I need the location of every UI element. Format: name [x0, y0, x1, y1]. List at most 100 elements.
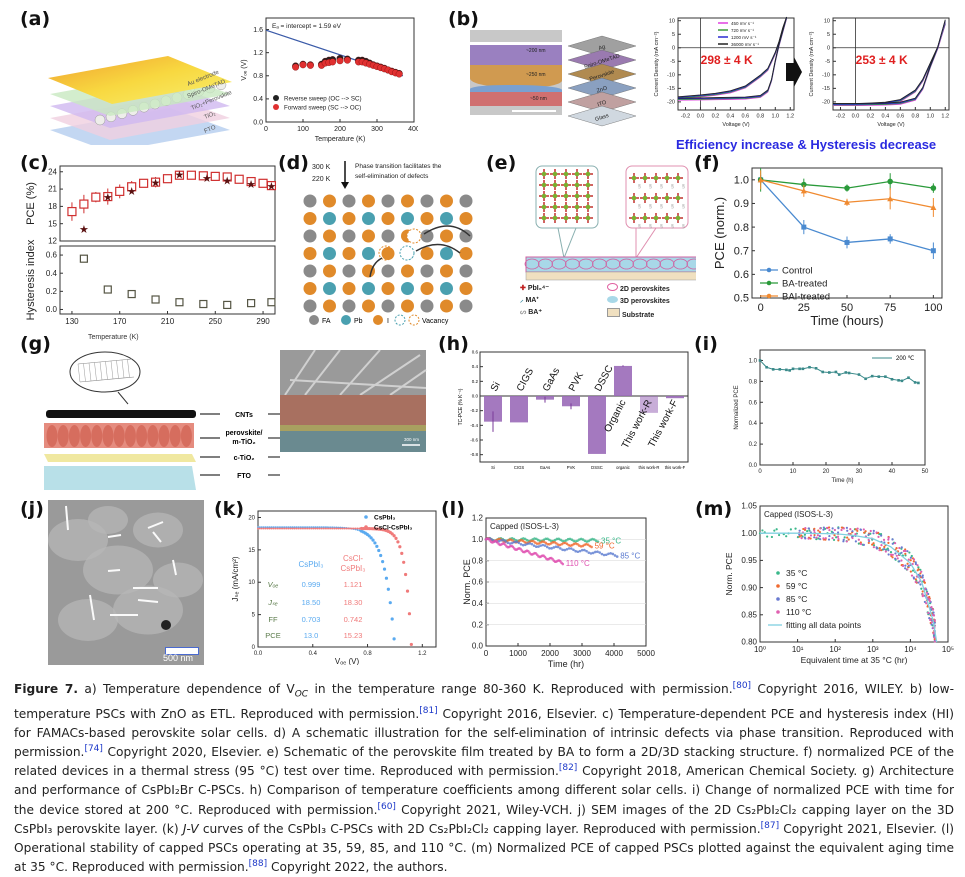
atom-i	[459, 282, 473, 295]
data-point	[223, 300, 232, 310]
data-point	[581, 538, 585, 541]
stack-layer	[567, 49, 637, 71]
y-tick-label: 5	[252, 613, 256, 619]
data-point	[827, 538, 831, 541]
table-cell: 0.703	[302, 615, 321, 624]
fto-layer	[44, 466, 196, 490]
citation-link[interactable]: [88]	[248, 859, 268, 870]
citation-link[interactable]: [82]	[558, 763, 578, 774]
data-point	[828, 528, 831, 532]
x-tick-label: 0.0	[254, 651, 263, 657]
series-label: 85 °C	[620, 551, 640, 560]
y-tick-label: 1.6	[253, 27, 263, 34]
data-point	[246, 176, 256, 187]
y-tick-label: 24	[48, 167, 57, 176]
legend-label: BA-treated	[782, 279, 827, 290]
grain	[578, 258, 594, 270]
legend-label: 450 mV s⁻¹	[731, 21, 754, 26]
data-point	[392, 637, 396, 641]
x-tick-label: 1.2	[786, 114, 794, 120]
layer-label-perovskite: perovskite/	[226, 430, 263, 437]
citation-link[interactable]: [74]	[84, 743, 103, 754]
bar	[562, 396, 580, 407]
plot-frame	[59, 245, 276, 315]
x-axis-label: Time (hours)	[810, 313, 883, 328]
atom-i	[381, 282, 395, 295]
data-point	[872, 529, 875, 532]
vacancy	[378, 245, 394, 261]
data-point	[583, 548, 586, 552]
migration-arrow	[423, 225, 471, 237]
data-point	[806, 529, 809, 533]
pbi6-octahedron	[642, 215, 648, 221]
x-tick-label: 0.8	[756, 114, 764, 120]
data-point	[920, 587, 923, 590]
data-point	[894, 552, 897, 555]
data-point	[932, 632, 935, 635]
migration-arrow	[369, 257, 383, 278]
data-point	[532, 544, 536, 547]
citation-link[interactable]: [60]	[377, 801, 396, 812]
data-point	[565, 542, 569, 546]
data-point	[186, 170, 196, 180]
atom-pb	[362, 212, 375, 225]
data-point	[846, 529, 849, 532]
x-tick-label: 10¹	[792, 645, 804, 654]
data-point	[773, 529, 776, 532]
plot-frame	[759, 505, 949, 643]
star-point: ★	[222, 175, 232, 187]
grain	[619, 258, 634, 270]
citation-link[interactable]: [80]	[732, 680, 752, 691]
data-point	[906, 550, 909, 553]
x-tick-label: 50	[922, 469, 929, 475]
pbi6-octahedron	[563, 193, 569, 199]
data-point	[833, 534, 836, 537]
y-tick-label: 0	[827, 46, 830, 52]
data-point	[600, 552, 604, 556]
grain	[632, 258, 648, 270]
vacancy-legend-icon	[408, 314, 420, 326]
cnt-layer	[46, 410, 196, 418]
data-point	[546, 537, 549, 541]
cnt-fiber	[289, 379, 427, 389]
data-point	[555, 537, 559, 541]
y-tick-label: 0.80	[741, 638, 757, 647]
data-point	[910, 554, 913, 558]
data-point	[895, 554, 898, 557]
legend-label: 85 °C	[786, 594, 807, 604]
cnt-fiber	[339, 350, 381, 396]
data-point	[266, 527, 269, 530]
svg-text:§: §	[682, 204, 685, 210]
data-point	[819, 538, 822, 541]
legend-marker	[273, 95, 279, 101]
x-tick-label: 0.8	[363, 651, 372, 657]
data-point	[409, 642, 413, 647]
data-point	[596, 550, 599, 553]
data-point	[887, 236, 893, 242]
data-point	[800, 187, 807, 194]
panel-a-device-schematic: Au electrode Spiro-OMeTAD TiO₂+Perovskit…	[48, 56, 233, 145]
data-point	[289, 527, 292, 530]
panel-label-j: (j)	[20, 498, 44, 520]
x-axis-label: Time (h)	[831, 478, 853, 484]
data-point	[596, 540, 600, 543]
citation-link[interactable]: [81]	[419, 705, 438, 716]
citation-link[interactable]: [87]	[760, 820, 780, 831]
perovskite-grain	[136, 425, 148, 447]
scale-bar-label: 500 nm	[163, 653, 194, 663]
grain	[686, 258, 696, 270]
y-axis-label: Norm. PCE	[462, 559, 472, 605]
temp-220k: 220 K	[312, 176, 331, 183]
data-point	[906, 562, 909, 565]
data-point	[388, 601, 392, 605]
data-point	[343, 527, 346, 530]
atom-fa	[420, 229, 434, 243]
x-axis-label: Time (hr)	[548, 659, 584, 669]
data-point	[222, 172, 232, 182]
x-tick-label: 0	[758, 469, 762, 475]
data-point	[921, 595, 924, 598]
x-tick-label: 40	[889, 469, 896, 475]
data-point	[301, 527, 304, 530]
nanorod	[89, 594, 95, 621]
y-tick-label: 0.6	[749, 400, 758, 406]
